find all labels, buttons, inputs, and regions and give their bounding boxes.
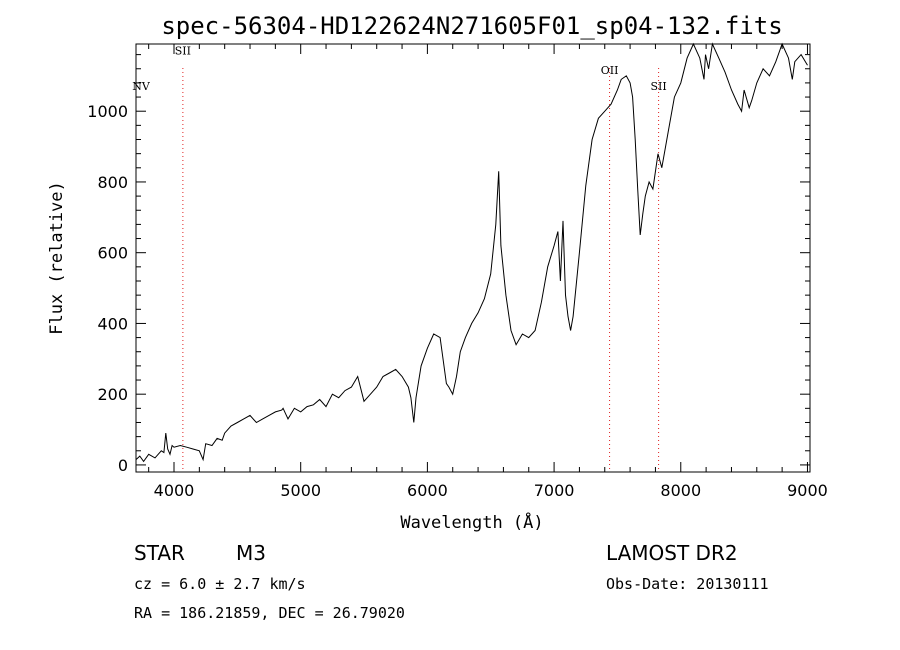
coordinates: RA = 186.21859, DEC = 26.79020 <box>134 604 405 622</box>
y-tick-label: 400 <box>97 314 128 333</box>
x-axis: 4000 5000 6000 7000 8000 9000 <box>148 44 828 500</box>
y-axis: 0 200 400 600 800 1000 <box>87 54 810 475</box>
survey-name: LAMOST DR2 <box>606 541 738 565</box>
y-tick-label: 600 <box>97 244 128 263</box>
spectrum-line <box>135 42 808 463</box>
chart-title: spec-56304-HD122624N271605F01_sp04-132.f… <box>161 12 782 40</box>
x-tick-label: 8000 <box>660 481 701 500</box>
redshift-cz: cz = 6.0 ± 2.7 km/s <box>134 575 306 593</box>
y-tick-label: 200 <box>97 385 128 404</box>
plot-frame <box>135 43 811 473</box>
emission-line-label: NV <box>132 80 151 93</box>
y-tick-label: 800 <box>97 173 128 192</box>
observation-date: Obs-Date: 20130111 <box>606 575 769 593</box>
object-subclass: M3 <box>236 541 266 565</box>
y-axis-label: Flux (relative) <box>47 181 67 335</box>
x-axis-label: Wavelength (Å) <box>400 511 543 533</box>
y-tick-label: 1000 <box>87 102 128 121</box>
emission-lines: SII NV OII SII <box>132 45 667 472</box>
x-tick-label: 4000 <box>154 481 195 500</box>
x-tick-label: 9000 <box>787 481 828 500</box>
emission-line-label: SII <box>650 80 666 93</box>
emission-line-label: SII <box>175 45 191 58</box>
x-tick-label: 7000 <box>534 481 575 500</box>
object-type: STAR <box>134 541 185 565</box>
x-tick-label: 6000 <box>407 481 448 500</box>
x-tick-label: 5000 <box>280 481 321 500</box>
emission-line-label: OII <box>601 64 619 77</box>
y-tick-label: 0 <box>118 456 128 475</box>
